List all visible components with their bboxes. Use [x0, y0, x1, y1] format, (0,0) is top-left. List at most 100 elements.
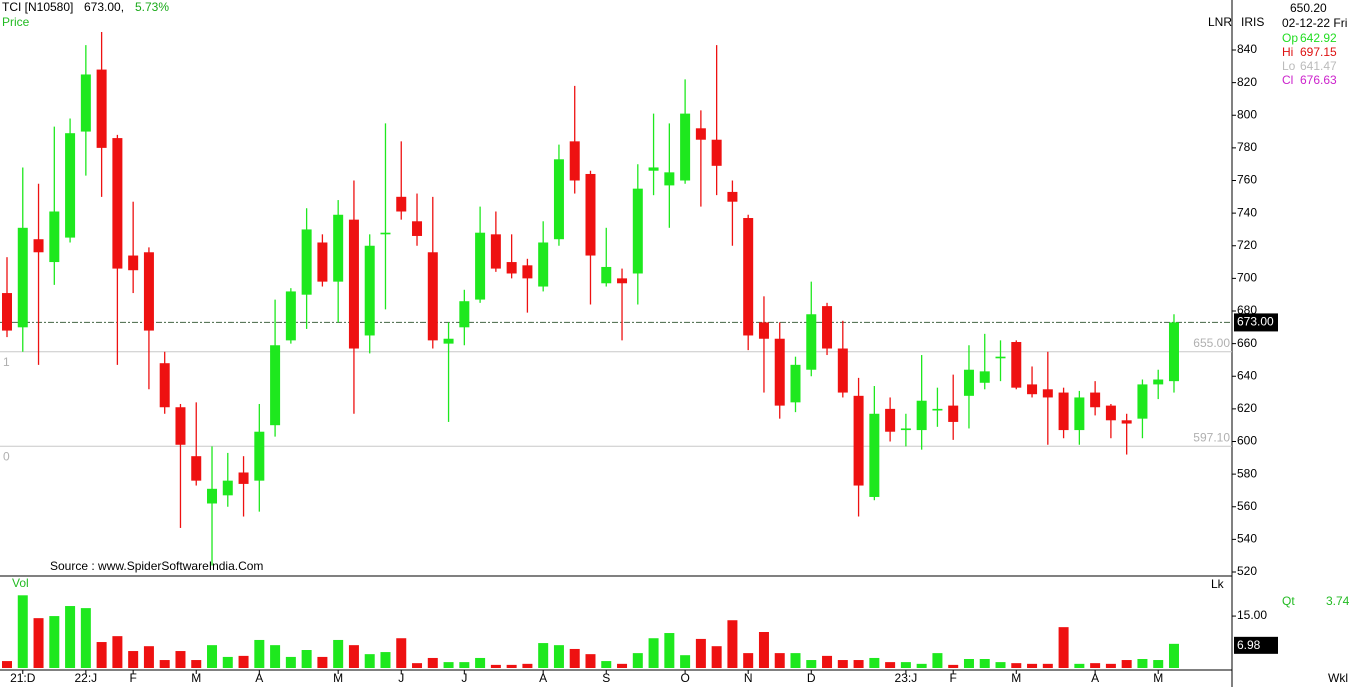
y-tick-label: 620	[1237, 401, 1257, 415]
last-price-tag	[1234, 313, 1278, 332]
timeframe: Wkl	[1328, 671, 1348, 685]
change: 5.73%	[135, 0, 169, 14]
candle-body	[900, 428, 911, 431]
y-tick-label: 600	[1237, 434, 1257, 448]
volume-bar	[1168, 643, 1179, 668]
volume-bar	[143, 646, 154, 668]
candle-body	[837, 348, 848, 393]
x-tick-label: J	[398, 671, 404, 685]
candle-body	[995, 356, 1006, 359]
volume-bar	[569, 648, 580, 668]
candle-body	[412, 221, 423, 236]
candle-body	[443, 338, 454, 344]
volume-bar	[932, 653, 943, 668]
volume-bar	[869, 657, 880, 668]
candle-body	[222, 480, 233, 496]
x-tick-label: M	[1011, 671, 1021, 685]
volume-bar	[364, 654, 375, 668]
candle-body	[1042, 389, 1053, 398]
candle-body	[49, 211, 60, 263]
candle-body	[885, 408, 896, 432]
candle-body	[601, 266, 612, 284]
indicator-name: IRIS	[1241, 15, 1264, 29]
volume-bar	[711, 646, 722, 668]
candle-body	[396, 196, 407, 212]
candle-body	[490, 234, 501, 269]
candle-body	[1105, 405, 1116, 421]
y-tick-label: 660	[1237, 336, 1257, 350]
volume-bar	[1027, 663, 1038, 668]
y-tick-label: 520	[1237, 564, 1257, 578]
volume-bar	[65, 606, 76, 668]
volume-bar	[1105, 663, 1116, 668]
x-tick-label: O	[680, 671, 689, 685]
volume-bar	[1121, 660, 1132, 668]
y-tick-label: 840	[1237, 42, 1257, 56]
volume-bar	[900, 662, 911, 668]
candle-body	[822, 306, 833, 349]
volume-bar	[695, 638, 706, 668]
x-tick-label: A	[255, 671, 263, 685]
volume-bar	[475, 657, 486, 668]
candle-body	[695, 128, 706, 140]
candle-body	[774, 338, 785, 406]
x-tick-label: F	[950, 671, 957, 685]
ref-level: 1	[3, 355, 10, 369]
info-name: Hi	[1282, 45, 1293, 59]
header-price: 673.00,	[84, 0, 124, 14]
scale-name: LNR	[1208, 15, 1232, 29]
candle-body	[112, 138, 123, 269]
y-tick-label: 700	[1237, 271, 1257, 285]
x-tick-label: A	[539, 671, 547, 685]
volume-bar	[159, 660, 170, 668]
ref-label: 655.00	[1193, 336, 1230, 350]
candle-body	[1090, 392, 1101, 408]
volume-tag	[1234, 636, 1278, 654]
volume-bar	[443, 662, 454, 668]
info-value: 697.15	[1300, 45, 1337, 59]
candle-body	[175, 407, 186, 445]
volume-bar	[806, 660, 817, 668]
volume-bar	[617, 663, 628, 668]
volume-label: Vol	[12, 576, 29, 590]
volume-bar	[285, 656, 296, 668]
candle-body	[806, 314, 817, 370]
candle-body	[1027, 384, 1038, 395]
candle-body	[1058, 392, 1069, 431]
candle-body	[1011, 341, 1022, 388]
source: Source : www.SpiderSoftwareIndia.Com	[50, 559, 263, 573]
candle-body	[711, 139, 722, 166]
candle-body	[553, 159, 564, 240]
volume-bar	[853, 660, 864, 668]
volume-bar	[96, 642, 107, 668]
cursor-price: 650.20	[1290, 1, 1327, 15]
volume-bar	[522, 663, 533, 668]
candle-body	[1153, 379, 1164, 385]
candle-body	[664, 172, 675, 186]
info-value: 676.63	[1300, 73, 1337, 87]
volume-bar	[1090, 663, 1101, 668]
volume-bar	[538, 643, 549, 668]
candle-body	[648, 167, 659, 171]
candle-body	[254, 431, 265, 481]
x-tick-label: J	[461, 671, 467, 685]
volume-bar	[254, 639, 265, 668]
candle-body	[475, 232, 486, 300]
candle-body	[758, 322, 769, 339]
x-tick-label: 21:D	[10, 671, 36, 685]
volume-bar	[585, 654, 596, 668]
volume-bar	[758, 632, 769, 668]
volume-bar	[17, 595, 28, 668]
volume-bar	[2, 661, 12, 668]
volume-bar	[553, 645, 564, 668]
volume-bar	[301, 650, 312, 668]
candle-body	[380, 232, 391, 235]
volume-bar	[1058, 627, 1069, 668]
info-name: Op	[1282, 31, 1298, 45]
candle-body	[427, 252, 438, 341]
info-name: Lo	[1282, 59, 1296, 73]
y-tick-label: 560	[1237, 499, 1257, 513]
x-tick-label: 22:J	[75, 671, 98, 685]
candle-body	[932, 408, 943, 411]
